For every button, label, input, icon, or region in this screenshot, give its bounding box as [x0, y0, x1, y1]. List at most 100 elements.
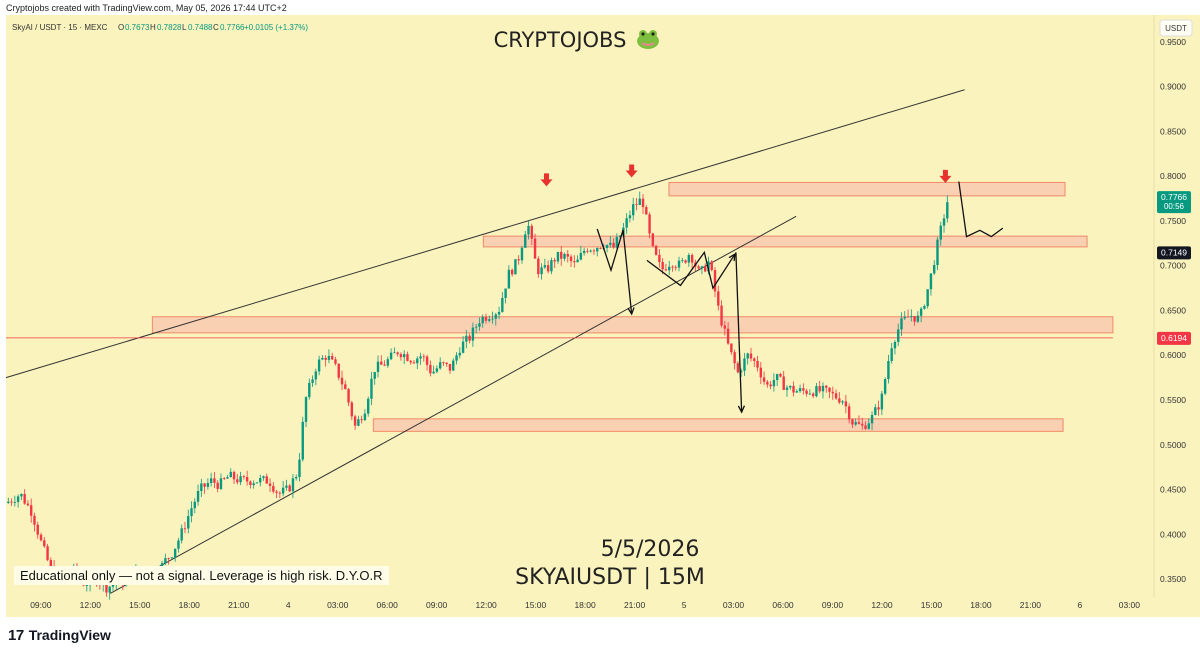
candle-246 [811, 392, 815, 399]
candle-261 [861, 417, 864, 430]
sr-zone-3 [372, 418, 1064, 432]
level-0-6194-tag: 0.6194 [1157, 331, 1191, 345]
time-tick-12: 21:00 [624, 600, 646, 610]
candle-130 [432, 365, 435, 375]
candle-49 [167, 557, 170, 565]
candle-255 [841, 399, 844, 405]
watermark-title: CRYPTOJOBS [494, 28, 627, 52]
candle-71 [239, 471, 242, 486]
candle-87 [291, 474, 295, 499]
candle-287 [946, 195, 949, 223]
candle-176 [582, 247, 586, 256]
candle-286 [942, 214, 946, 233]
candle-148 [491, 311, 494, 324]
candle-211 [697, 264, 700, 270]
legend-open-value: 0.7673 [125, 23, 150, 32]
candle-241 [795, 389, 798, 393]
projection-path-0 [596, 228, 633, 315]
candle-274 [903, 311, 906, 320]
candle-285 [939, 221, 942, 246]
candle-115 [383, 360, 386, 367]
time-tick-10: 15:00 [525, 600, 547, 610]
candle-169 [560, 245, 563, 266]
time-tick-14: 03:00 [723, 600, 745, 610]
price-tick-2: 0.8500 [1160, 126, 1186, 136]
candle-171 [566, 249, 569, 263]
candle-275 [906, 309, 910, 318]
sr-zone-1 [482, 235, 1088, 248]
candle-157 [520, 245, 524, 264]
candle-136 [452, 358, 455, 371]
candle-166 [550, 257, 553, 275]
candle-225 [743, 352, 746, 377]
candle-118 [393, 347, 396, 354]
candle-250 [825, 384, 828, 393]
candle-190 [628, 210, 632, 223]
candle-9 [36, 521, 39, 539]
time-axis-ticks: 09:00 12:00 15:00 18:00 21:00 4 03:00 06:00 09:0… [30, 600, 1140, 610]
time-tick-6: 03:00 [327, 600, 349, 610]
candle-132 [438, 357, 442, 370]
candle-75 [252, 480, 255, 489]
candle-66 [223, 477, 226, 481]
trendline-1 [109, 215, 797, 594]
candle-69 [232, 470, 236, 485]
candle-196 [648, 212, 651, 239]
price-tick-8: 0.5500 [1160, 395, 1186, 405]
candle-134 [445, 362, 448, 367]
candle-259 [854, 418, 857, 426]
candle-258 [851, 418, 854, 428]
candle-96 [321, 355, 324, 361]
candle-73 [245, 470, 249, 486]
candle-199 [658, 249, 661, 268]
candle-138 [458, 347, 462, 359]
candle-121 [402, 350, 406, 364]
time-tick-11: 18:00 [574, 600, 596, 610]
candle-116 [386, 356, 390, 368]
time-tick-13: 5 [682, 600, 687, 610]
candle-105 [350, 400, 354, 421]
candle-192 [635, 197, 638, 211]
candle-219 [723, 320, 727, 336]
candle-6 [26, 500, 30, 507]
candle-104 [347, 388, 350, 407]
candle-120 [399, 352, 403, 361]
candle-184 [609, 235, 612, 248]
candle-79 [265, 473, 268, 484]
time-tick-18: 15:00 [921, 600, 943, 610]
candle-269 [887, 354, 890, 384]
level-0-7149-value: 0.7149 [1161, 247, 1187, 257]
legend-low-value: 0.7488 [188, 23, 213, 32]
candle-248 [818, 380, 821, 394]
candle-264 [870, 411, 874, 431]
candle-167 [553, 257, 556, 269]
candle-5 [23, 489, 26, 505]
currency-badge[interactable]: USDT [1159, 19, 1193, 37]
candle-186 [615, 233, 619, 250]
candle-139 [461, 336, 465, 354]
price-tick-12: 0.3500 [1160, 574, 1186, 584]
candle-153 [507, 265, 511, 289]
price-tick-3: 0.8000 [1160, 171, 1186, 181]
candle-101 [337, 363, 340, 381]
time-tick-8: 09:00 [426, 600, 448, 610]
candle-174 [576, 255, 579, 263]
footer-branding[interactable]: 17 TradingView [8, 625, 111, 645]
zones-layer [151, 181, 1114, 432]
candle-137 [455, 352, 458, 365]
candle-159 [527, 220, 530, 240]
candle-201 [664, 263, 668, 272]
candle-111 [370, 371, 373, 406]
tradingview-wordmark: TradingView [28, 627, 111, 643]
candle-244 [805, 388, 808, 397]
candle-11 [43, 537, 46, 548]
projection-path-2 [735, 252, 743, 413]
candle-31 [108, 586, 111, 600]
legend-low-label: L [182, 23, 187, 32]
time-tick-7: 06:00 [377, 600, 399, 610]
candle-224 [739, 368, 743, 377]
candle-270 [890, 342, 893, 364]
candle-271 [893, 340, 897, 355]
candle-218 [720, 300, 723, 328]
